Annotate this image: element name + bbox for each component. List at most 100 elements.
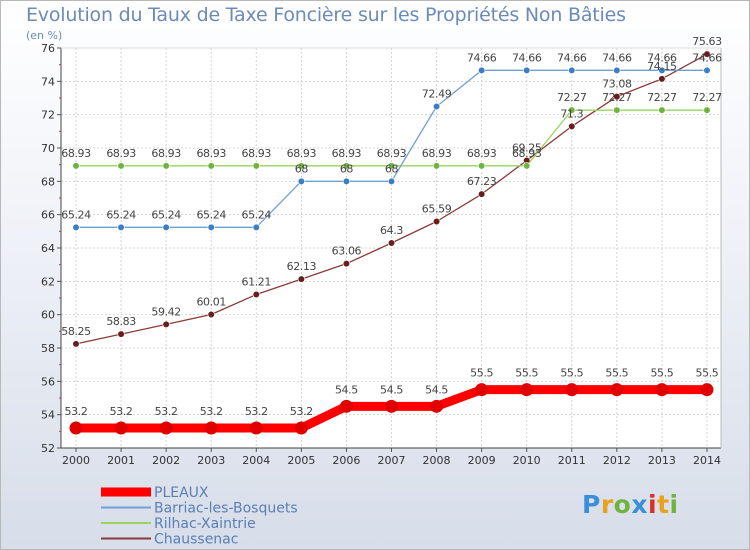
y-tick-label: 58 [41, 342, 55, 355]
data-label-pleaux: 55.5 [696, 367, 719, 380]
y-tick-label: 72 [41, 109, 55, 122]
data-label-barriac-les-bosquets: 74.66 [647, 51, 677, 64]
data-point-rilhac-xaintrie [342, 162, 351, 170]
data-label-chaussenac: 75.63 [692, 35, 722, 48]
proxiti-logo: Proxiti [582, 490, 679, 519]
data-point-chaussenac [387, 239, 396, 247]
x-tick-label: 2012 [603, 454, 631, 467]
data-label-pleaux: 53.2 [245, 405, 268, 418]
data-point-chaussenac [72, 340, 80, 348]
data-label-chaussenac: 62.13 [287, 260, 317, 273]
data-point-pleaux [655, 383, 669, 397]
legend-label-rilhac-xaintrie: Rilhac-Xaintrie [154, 516, 256, 532]
legend-label-pleaux: PLEAUX [154, 485, 209, 501]
x-tick-label: 2009 [468, 454, 496, 467]
data-label-barriac-les-bosquets: 65.24 [61, 208, 91, 221]
data-label-rilhac-xaintrie: 72.27 [692, 91, 722, 104]
data-point-barriac-les-bosquets [613, 66, 621, 74]
data-label-barriac-les-bosquets: 65.24 [151, 208, 181, 221]
y-tick-label: 56 [41, 375, 55, 388]
y-tick-label: 76 [41, 42, 55, 55]
data-point-chaussenac [478, 190, 486, 198]
data-point-barriac-les-bosquets [478, 66, 486, 74]
data-label-pleaux: 53.2 [110, 405, 133, 418]
x-tick-label: 2014 [693, 454, 721, 467]
data-label-chaussenac: 65.59 [422, 203, 452, 216]
data-label-barriac-les-bosquets: 65.24 [106, 208, 136, 221]
data-point-rilhac-xaintrie [387, 162, 396, 170]
data-label-pleaux: 53.2 [290, 405, 313, 418]
data-label-pleaux: 53.2 [155, 405, 178, 418]
data-label-rilhac-xaintrie: 68.93 [512, 147, 542, 160]
data-point-pleaux [204, 421, 218, 435]
data-label-rilhac-xaintrie: 72.27 [602, 91, 632, 104]
data-point-barriac-les-bosquets [432, 102, 441, 111]
data-point-chaussenac [297, 275, 305, 283]
data-label-barriac-les-bosquets: 74.66 [512, 51, 542, 64]
data-label-rilhac-xaintrie: 68.93 [287, 147, 317, 160]
data-label-rilhac-xaintrie: 68.93 [242, 147, 272, 160]
data-label-pleaux: 54.5 [425, 383, 448, 396]
x-tick-label: 2002 [152, 454, 180, 467]
data-point-barriac-les-bosquets [568, 66, 576, 74]
data-point-chaussenac [658, 75, 666, 83]
data-point-rilhac-xaintrie [478, 162, 486, 170]
data-label-rilhac-xaintrie: 68.93 [151, 147, 181, 160]
data-point-pleaux [249, 421, 263, 435]
data-label-chaussenac: 64.3 [380, 224, 403, 237]
data-point-barriac-les-bosquets [252, 223, 260, 231]
data-label-rilhac-xaintrie: 68.93 [467, 147, 497, 160]
data-point-rilhac-xaintrie [658, 106, 666, 114]
data-point-pleaux [384, 399, 398, 413]
data-point-rilhac-xaintrie [252, 162, 260, 170]
data-point-pleaux [294, 421, 308, 435]
data-point-chaussenac [613, 93, 621, 101]
data-point-rilhac-xaintrie [613, 106, 621, 114]
data-point-barriac-les-bosquets [162, 223, 170, 231]
data-label-chaussenac: 59.42 [151, 305, 181, 318]
y-tick-label: 52 [41, 442, 55, 455]
data-point-chaussenac [703, 50, 711, 58]
data-label-pleaux: 55.5 [605, 367, 628, 380]
data-label-rilhac-xaintrie: 72.27 [557, 91, 587, 104]
data-label-chaussenac: 73.08 [602, 78, 632, 91]
y-tick-label: 62 [41, 275, 55, 288]
y-tick-label: 60 [41, 309, 55, 322]
data-label-pleaux: 55.5 [515, 367, 538, 380]
data-label-rilhac-xaintrie: 72.27 [647, 91, 677, 104]
data-label-rilhac-xaintrie: 68.93 [377, 147, 407, 160]
data-label-barriac-les-bosquets: 72.49 [422, 88, 452, 101]
data-point-chaussenac [207, 310, 215, 319]
data-point-barriac-les-bosquets [72, 223, 80, 231]
data-label-pleaux: 55.5 [650, 367, 673, 380]
legend-label-barriac-les-bosquets: Barriac-les-Bosquets [154, 501, 298, 517]
x-tick-label: 2008 [423, 454, 451, 467]
data-point-rilhac-xaintrie [207, 162, 215, 170]
data-label-pleaux: 55.5 [560, 367, 583, 380]
data-point-barriac-les-bosquets [342, 177, 351, 185]
data-point-pleaux [69, 421, 83, 435]
data-point-barriac-les-bosquets [117, 223, 125, 231]
data-point-pleaux [159, 421, 173, 435]
data-label-barriac-les-bosquets: 74.66 [692, 51, 722, 64]
data-label-chaussenac: 74.15 [647, 60, 677, 73]
x-tick-label: 2013 [648, 454, 676, 467]
data-point-chaussenac [342, 260, 351, 268]
data-point-chaussenac [162, 320, 170, 328]
data-label-barriac-les-bosquets: 68 [385, 162, 399, 175]
data-label-chaussenac: 58.83 [106, 315, 136, 328]
data-point-rilhac-xaintrie [703, 106, 711, 114]
data-label-pleaux: 55.5 [470, 367, 493, 380]
x-tick-label: 2001 [107, 454, 135, 467]
y-tick-label: 64 [41, 242, 55, 255]
data-point-rilhac-xaintrie [117, 162, 125, 170]
data-label-rilhac-xaintrie: 68.93 [196, 147, 226, 160]
data-point-chaussenac [432, 217, 441, 226]
data-point-pleaux [520, 383, 534, 397]
y-tick-label: 54 [41, 409, 55, 422]
data-label-chaussenac: 60.01 [196, 296, 226, 309]
data-label-chaussenac: 58.25 [61, 325, 91, 338]
data-point-pleaux [475, 383, 489, 397]
data-point-barriac-les-bosquets [387, 177, 396, 185]
